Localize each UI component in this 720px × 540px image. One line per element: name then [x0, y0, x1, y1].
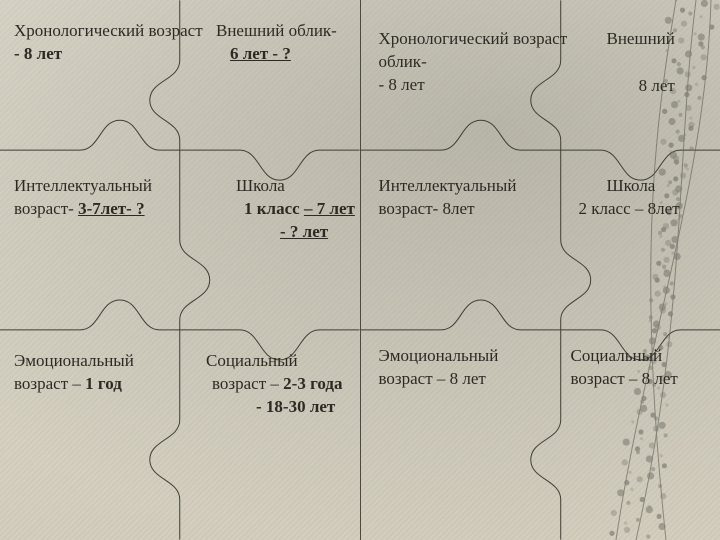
text: Внешний облик-	[216, 20, 337, 43]
right-puzzle-panel: Хронологический возраст облик- - 8 лет В…	[361, 0, 720, 540]
left-puzzle-curves	[0, 0, 360, 540]
text: 1 класс – 7 лет	[236, 198, 355, 221]
text: Эмоциональный	[379, 345, 499, 368]
left-r3c2: Социальный возраст – 2-3 года - 18-30 ле…	[206, 350, 342, 419]
left-r2c1: Интеллектуальный возраст- 3-7лет- ?	[14, 175, 152, 221]
slide-frame: Хронологический возраст - 8 лет Внешний …	[0, 0, 720, 540]
left-r1c1: Хронологический возраст - 8 лет	[14, 20, 203, 66]
text: Интеллектуальный	[14, 175, 152, 198]
text: Интеллектуальный	[379, 175, 517, 198]
text: возраст- 3-7лет- ?	[14, 198, 152, 221]
text: возраст – 8 лет	[379, 368, 499, 391]
text: возраст – 1 год	[14, 373, 134, 396]
left-puzzle-panel: Хронологический возраст - 8 лет Внешний …	[0, 0, 361, 540]
left-r3c1: Эмоциональный возраст – 1 год	[14, 350, 134, 396]
left-r2c2: Школа 1 класс – 7 лет - ? лет	[236, 175, 355, 244]
text: Внешний	[607, 28, 675, 51]
text: 2 класс – 8лет	[579, 198, 680, 221]
right-r2c2: Школа 2 класс – 8лет	[607, 175, 680, 221]
text: возраст- 8лет	[379, 198, 517, 221]
text: 8 лет	[607, 75, 675, 98]
text: Социальный	[571, 345, 678, 368]
text: Социальный	[206, 350, 342, 373]
text: облик-	[379, 51, 568, 74]
right-r1c2: Внешний 8 лет	[607, 28, 675, 98]
text: - ? лет	[236, 221, 355, 244]
text: - 8 лет	[379, 74, 568, 97]
left-r1c2: Внешний облик- 6 лет - ?	[216, 20, 337, 66]
text: Школа	[607, 175, 680, 198]
right-r2c1: Интеллектуальный возраст- 8лет	[379, 175, 517, 221]
text: Школа	[236, 175, 355, 198]
right-r3c1: Эмоциональный возраст – 8 лет	[379, 345, 499, 391]
text: Хронологический возраст	[379, 28, 568, 51]
text: возраст – 8 лет	[571, 368, 678, 391]
right-r3c2: Социальный возраст – 8 лет	[571, 345, 678, 391]
text: - 8 лет	[14, 43, 203, 66]
text: - 18-30 лет	[206, 396, 342, 419]
text: Хронологический возраст	[14, 20, 203, 43]
right-r1c1: Хронологический возраст облик- - 8 лет	[379, 28, 568, 97]
text: возраст – 2-3 года	[206, 373, 342, 396]
text: Эмоциональный	[14, 350, 134, 373]
text-emph: 6 лет - ?	[216, 43, 337, 66]
